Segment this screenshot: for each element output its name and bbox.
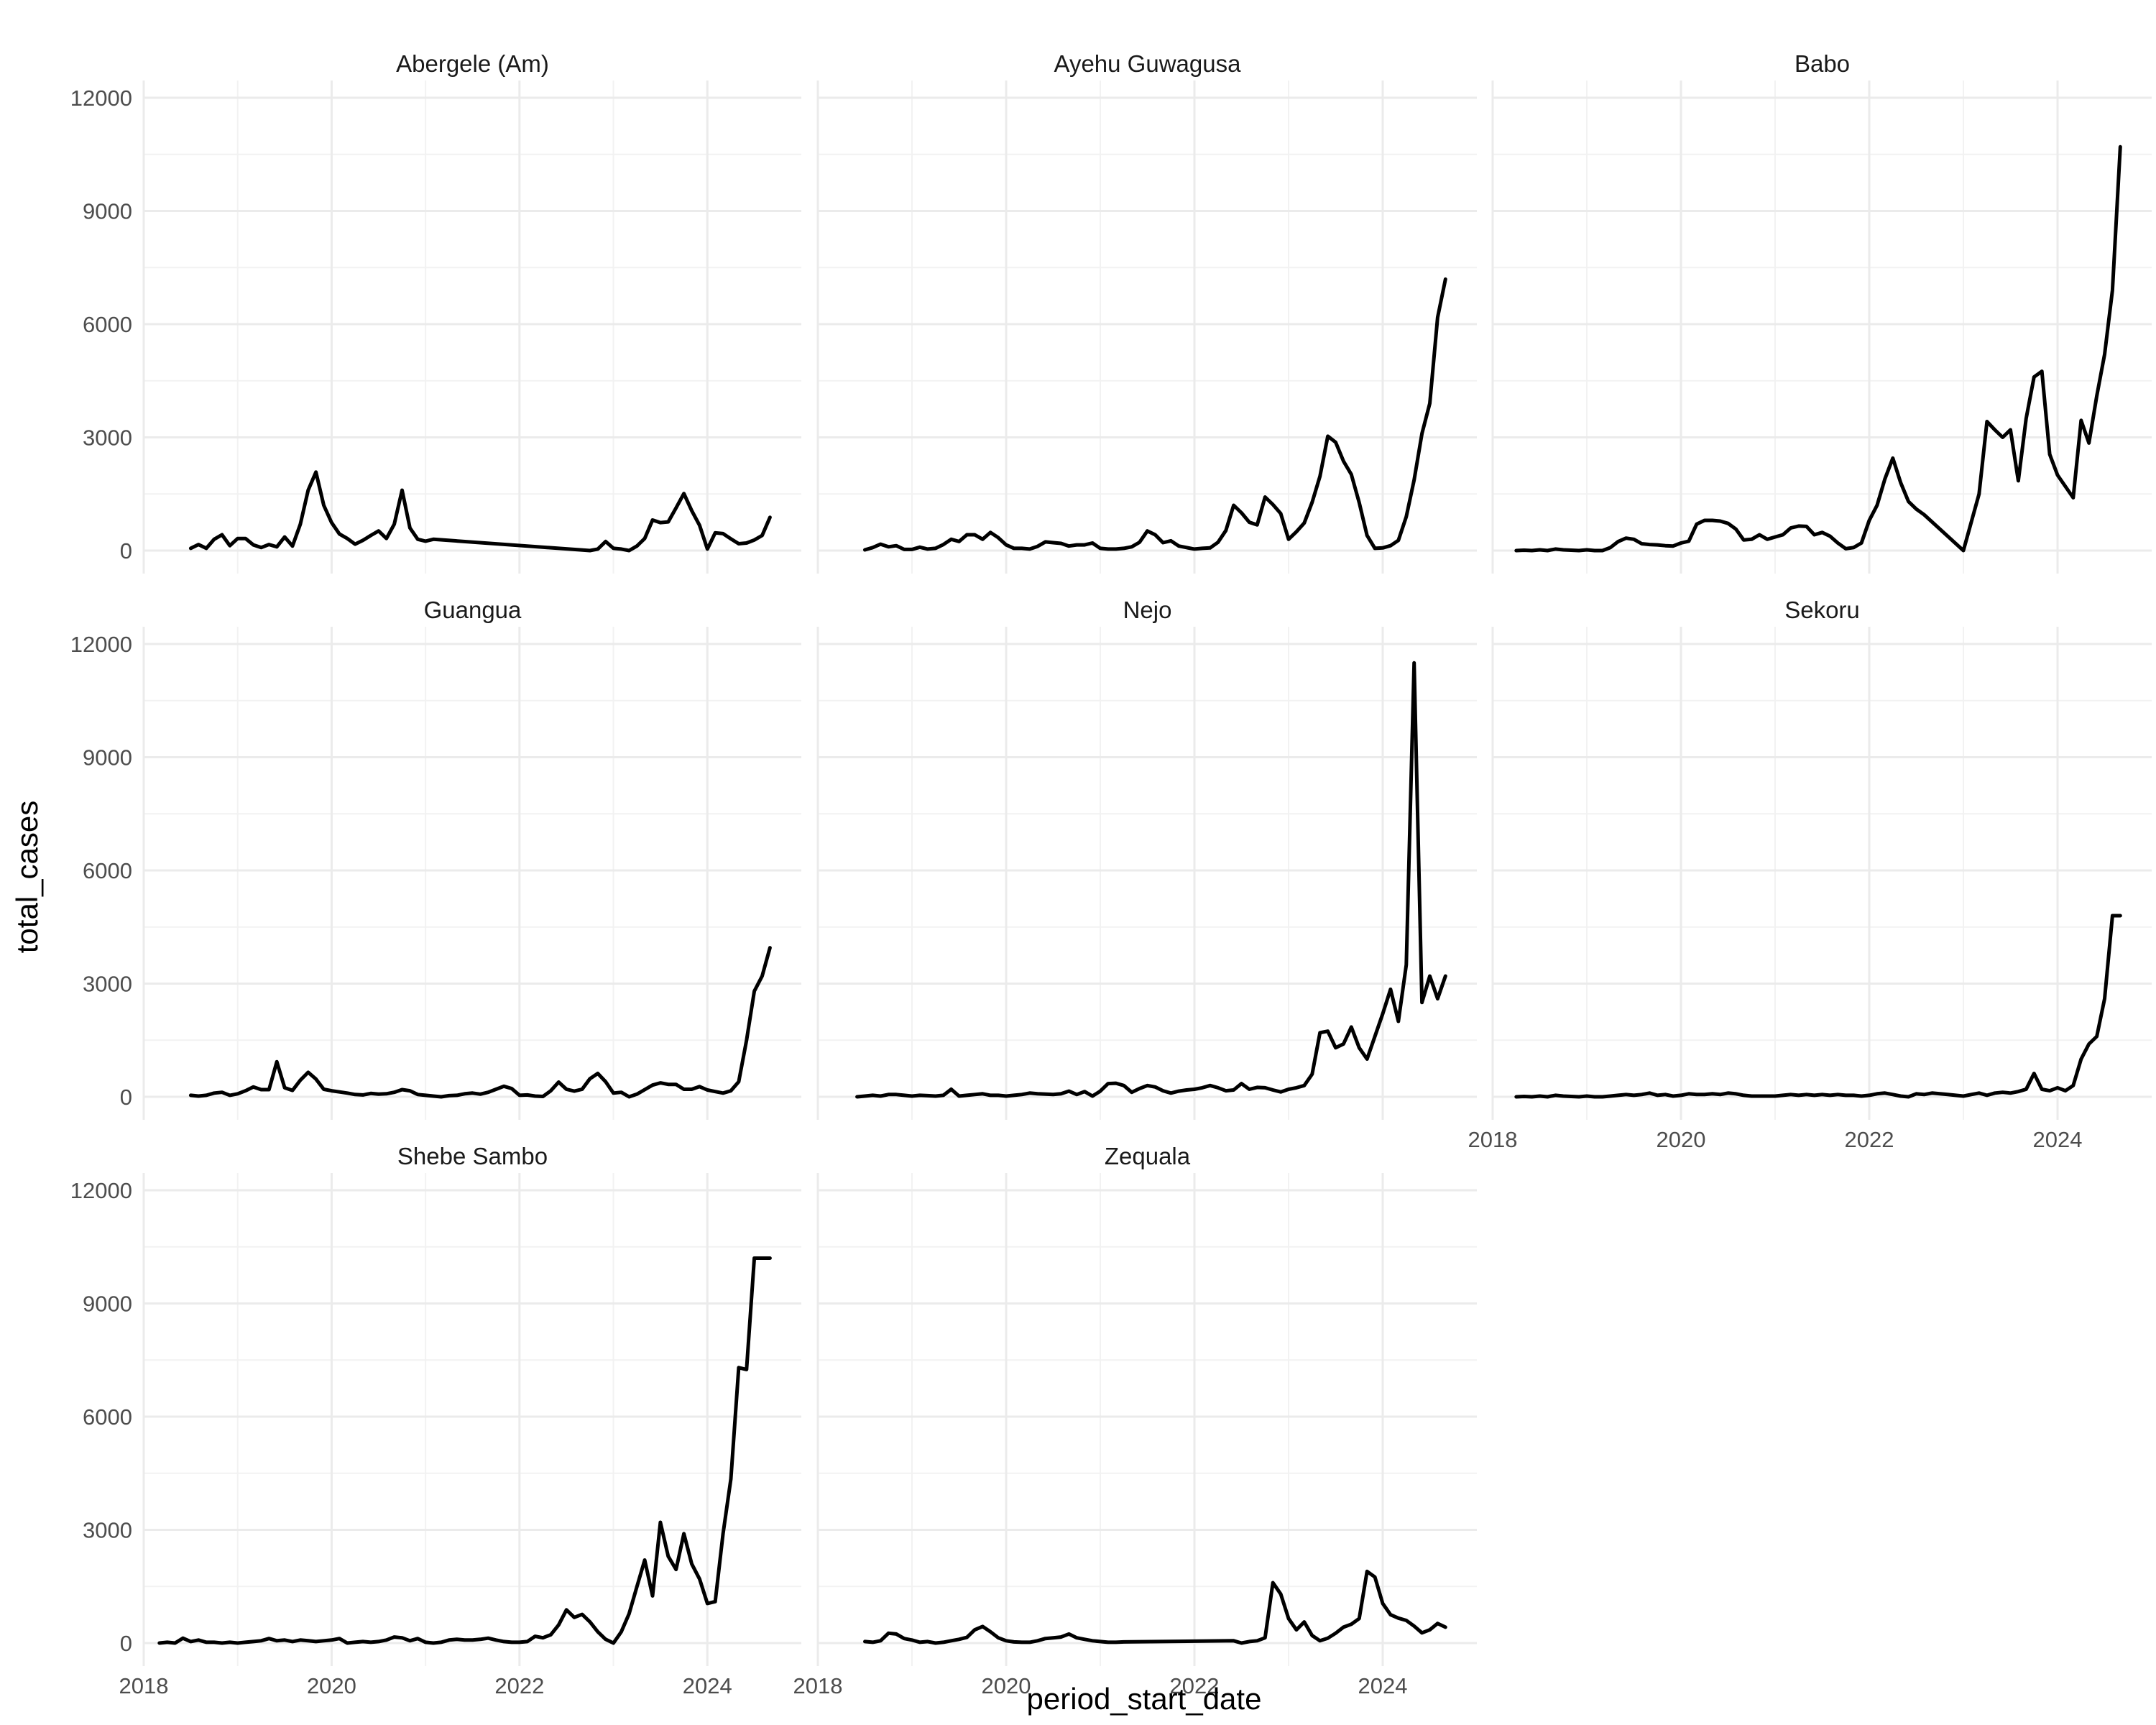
y-axis-title: total_cases — [10, 801, 44, 953]
y-tick-label: 9000 — [83, 199, 132, 224]
y-tick-label: 12000 — [70, 86, 132, 111]
y-tick-label: 9000 — [83, 1292, 132, 1317]
facet-panel: Shebe Sambo 0 3000 6000 9000 12000 2018 2020 202… — [70, 1143, 801, 1698]
series-line — [855, 661, 1447, 1099]
facet-title: Guangua — [424, 597, 522, 623]
y-tick-label: 12000 — [70, 1178, 132, 1203]
facet-panel: Nejo — [816, 597, 1477, 1120]
x-tick-label: 2020 — [307, 1673, 356, 1698]
y-tick-label: 6000 — [83, 858, 132, 883]
facet-title: Ayehu Guwagusa — [1054, 50, 1242, 77]
facet-panel: Babo — [1491, 50, 2152, 574]
series-line — [1514, 144, 2122, 553]
y-tick-label: 12000 — [70, 632, 132, 657]
series-line — [863, 277, 1447, 552]
y-tick-label: 6000 — [83, 1404, 132, 1430]
series-line — [1514, 914, 2122, 1099]
panels-layer: Abergele (Am) 0 3000 6000 9000 12000 Ayehu Guw… — [70, 50, 2152, 1698]
series-line — [863, 1569, 1447, 1645]
facet-panel: Zequala 2018 2020 2022 2024 — [793, 1143, 1477, 1698]
facet-title: Nejo — [1123, 597, 1172, 623]
series-line — [188, 470, 772, 553]
facet-title: Sekoru — [1784, 597, 1860, 623]
x-tick-label: 2024 — [683, 1673, 732, 1698]
series-line — [188, 946, 772, 1099]
x-tick-label: 2024 — [1358, 1673, 1408, 1698]
y-tick-label: 9000 — [83, 745, 132, 770]
x-tick-label: 2020 — [982, 1673, 1031, 1698]
x-axis-title: period_start_date — [1027, 1682, 1262, 1716]
facet-panel: Guangua 0 3000 6000 9000 12000 — [70, 597, 801, 1120]
x-tick-label: 2018 — [793, 1673, 843, 1698]
y-tick-label: 0 — [120, 1631, 132, 1656]
series-line — [157, 1256, 772, 1645]
facet-title: Shebe Sambo — [397, 1143, 548, 1169]
facet-title: Zequala — [1105, 1143, 1191, 1169]
x-tick-label: 2024 — [2033, 1127, 2083, 1152]
y-tick-label: 0 — [120, 538, 132, 564]
y-tick-label: 6000 — [83, 312, 132, 337]
facet-title: Abergele (Am) — [396, 50, 549, 77]
facet-panel: Ayehu Guwagusa — [816, 50, 1477, 574]
x-tick-label: 2022 — [1845, 1127, 1894, 1152]
y-tick-label: 3000 — [83, 426, 132, 451]
facet-panel: Sekoru 2018 2020 2022 2024 — [1468, 597, 2152, 1152]
y-tick-label: 3000 — [83, 1518, 132, 1543]
facet-panel: Abergele (Am) 0 3000 6000 9000 12000 — [70, 50, 801, 574]
x-tick-label: 2018 — [119, 1673, 169, 1698]
y-tick-label: 3000 — [83, 972, 132, 997]
y-tick-label: 0 — [120, 1085, 132, 1110]
x-tick-label: 2018 — [1468, 1127, 1518, 1152]
x-tick-label: 2022 — [1170, 1673, 1220, 1698]
x-tick-label: 2022 — [494, 1673, 544, 1698]
x-tick-label: 2020 — [1657, 1127, 1706, 1152]
facet-title: Babo — [1795, 50, 1850, 77]
